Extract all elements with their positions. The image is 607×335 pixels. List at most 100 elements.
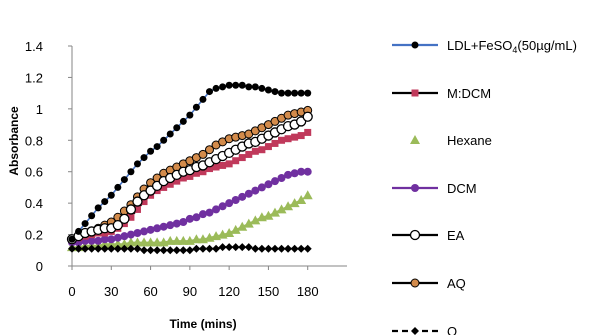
series-4-point [140, 227, 149, 236]
series-3-point [237, 221, 248, 231]
series-4-point [198, 210, 207, 219]
series-7-point [205, 244, 214, 253]
series-4-point [270, 177, 279, 186]
series-7-point [146, 246, 155, 255]
series-7-point [107, 244, 116, 253]
series-4-point [264, 180, 273, 189]
series-3-point [106, 239, 117, 248]
series-1-point [264, 86, 272, 94]
series-5-point [112, 219, 123, 231]
series-4-point [244, 189, 253, 198]
legend-swatch-marker [411, 41, 419, 49]
series-3-point [276, 204, 287, 214]
legend-item-4: DCM [392, 181, 477, 196]
series-4-point [100, 235, 109, 244]
legend-item-5: EA [392, 228, 465, 243]
legend-swatch-marker [410, 135, 420, 144]
series-1-point [173, 124, 181, 132]
series-7-point [225, 243, 234, 252]
series-2-point [212, 163, 220, 171]
series-4-point [120, 232, 129, 241]
series-4-point [297, 167, 306, 176]
series-7-point [179, 246, 188, 255]
series-3-point [296, 195, 307, 204]
series-1-point [297, 89, 305, 97]
series-6-point [198, 149, 208, 159]
series-1-point [68, 235, 76, 243]
legend-label: DCM [447, 181, 477, 196]
series-7-point [251, 244, 260, 253]
legend-label: Hexane [447, 133, 492, 148]
series-5-point [119, 213, 130, 225]
series-1-point [133, 160, 141, 168]
legend-swatch-marker [411, 327, 419, 335]
series-4-point [212, 205, 221, 214]
series-1-point [127, 168, 135, 176]
y-tick-label: 1.4 [25, 39, 43, 54]
series-7-point [290, 244, 299, 253]
x-tick-labels: 0 30 60 90 120 150 180 [68, 266, 319, 299]
series-7-point [133, 244, 142, 253]
series-1-point [120, 176, 128, 184]
series-4-point [231, 196, 240, 204]
y-tick-label: 1 [36, 102, 43, 117]
series-7-point [277, 244, 286, 253]
series-2-point [173, 177, 181, 185]
legend-item-7: Q [392, 324, 457, 335]
series-4-point [284, 170, 293, 179]
series-4-point [238, 192, 247, 201]
legend-item-1: LDL+FeSO4(50µg/mL) [392, 38, 577, 55]
series-4-point [192, 213, 201, 222]
series-1-point [212, 84, 220, 92]
series-1-point [166, 130, 174, 138]
series-4-point [290, 169, 299, 178]
series-4-point [146, 225, 155, 234]
series-4-point [159, 222, 168, 231]
series-4-point [185, 214, 194, 223]
series-3-point [191, 234, 202, 244]
x-tick-label: 60 [143, 284, 157, 299]
legend-swatch-marker [410, 278, 420, 288]
series-2-point [179, 174, 187, 182]
series-7-points [68, 243, 312, 255]
series-1-point [88, 212, 96, 220]
series-7-point [172, 246, 181, 255]
legend-label: AQ [447, 276, 466, 291]
series-3-point [139, 237, 150, 247]
x-tick-label: 120 [218, 284, 240, 299]
series-2-point [264, 143, 272, 151]
series-1-point [258, 84, 266, 92]
series-4-point [153, 224, 162, 233]
x-tick-label: 150 [258, 284, 280, 299]
series-7-point [68, 244, 76, 253]
series-7-point [159, 246, 168, 255]
x-axis-label: Time (mins) [169, 317, 236, 331]
y-tick-label: 0.2 [25, 228, 43, 243]
series-2-point [206, 165, 213, 173]
legend-label: LDL+FeSO4(50µg/mL) [447, 38, 577, 55]
legend-label: M:DCM [447, 86, 491, 101]
legend-item-6: AQ [392, 276, 466, 291]
series-7-point [74, 244, 83, 253]
series-3-point [125, 237, 136, 247]
series-3-point [132, 237, 143, 247]
series-4-point [94, 236, 103, 245]
series-7-point [120, 244, 129, 253]
series-7-point [257, 244, 266, 253]
series-1-point [271, 88, 279, 96]
series-1-point [160, 136, 168, 144]
series-1-point [278, 89, 286, 97]
series-7-point [113, 244, 122, 253]
series-3-point [99, 239, 110, 248]
series-1-point [94, 204, 102, 212]
series-7-point [100, 244, 109, 253]
series-3-point [178, 235, 189, 245]
series-1-point [284, 89, 292, 97]
series-2-point [232, 157, 240, 165]
series-3-point [289, 198, 300, 208]
y-tick-label: 0.8 [25, 133, 43, 148]
x-tick-label: 0 [68, 284, 75, 299]
series-1-point [206, 88, 213, 96]
series-7-point [94, 244, 103, 253]
series-7-point [185, 246, 194, 255]
